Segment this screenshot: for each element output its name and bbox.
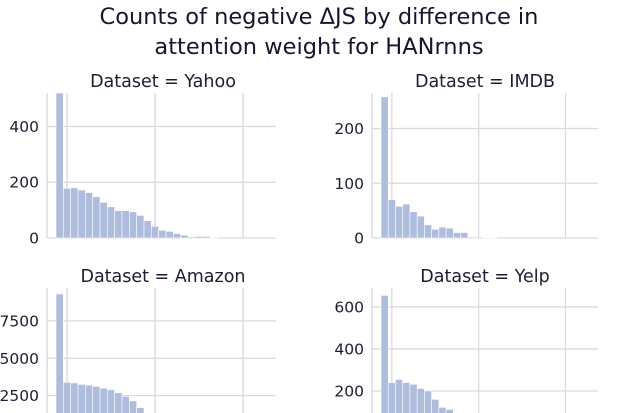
histogram-bar — [474, 236, 483, 239]
histogram-bar — [129, 211, 137, 239]
figure-title-line-2: attention weight for HANrnns — [154, 34, 483, 60]
panel-title: Dataset = IMDB — [415, 72, 555, 92]
y-tick-label: 5000 — [0, 350, 39, 368]
histogram-bar — [402, 203, 411, 239]
histogram-bar — [143, 220, 152, 239]
panel-yelp: Dataset = Yelp 200 400 600 — [334, 267, 598, 413]
histogram-bar — [395, 379, 404, 413]
panel-yahoo: Dataset = Yahoo 0 200 400 — [9, 72, 276, 248]
y-tick-label: 200 — [334, 120, 364, 138]
histogram-bar — [151, 225, 159, 239]
histogram-bar — [99, 202, 108, 239]
histogram-bar — [467, 236, 476, 239]
histogram-bar — [85, 192, 93, 239]
histogram-bar — [489, 237, 498, 239]
histogram-bar — [380, 295, 389, 413]
histogram-bar — [387, 382, 396, 413]
histogram-bar — [70, 187, 79, 239]
histogram-bar — [195, 236, 203, 239]
histogram-bar — [77, 384, 86, 413]
y-tick-label: 0 — [354, 230, 364, 248]
histogram-bar — [380, 96, 389, 239]
histogram-bar — [165, 231, 174, 239]
histogram-bar — [158, 229, 167, 239]
histogram-bar — [136, 407, 145, 413]
histogram-bar — [55, 293, 64, 413]
histogram-bar — [424, 224, 432, 239]
y-tick-label: 100 — [334, 175, 364, 193]
histogram-bar — [187, 236, 196, 239]
histogram-bar — [409, 211, 418, 239]
histogram-bar — [402, 382, 411, 413]
histogram-bar — [481, 237, 490, 239]
histogram-bar — [92, 386, 101, 413]
histogram-bar — [114, 392, 123, 413]
panel-title: Dataset = Yelp — [420, 267, 549, 287]
histogram-bar — [63, 188, 71, 239]
histogram-bar — [99, 387, 108, 413]
y-tick-label: 200 — [9, 174, 39, 192]
histogram-bar — [209, 237, 218, 239]
histogram-bar — [438, 226, 447, 239]
panel-imdb: Dataset = IMDB 0 100 200 — [334, 72, 598, 248]
histogram-bar — [387, 199, 396, 239]
histogram-bar — [416, 388, 425, 413]
y-tick-label: 7500 — [0, 312, 39, 330]
y-tick-label: 0 — [29, 230, 39, 248]
histogram-bar — [114, 210, 123, 239]
y-tick-label: 600 — [334, 298, 364, 316]
histogram-bar — [424, 390, 432, 413]
histogram-bar — [202, 236, 211, 239]
histogram-bar — [121, 396, 130, 413]
histogram-bar — [136, 215, 145, 239]
histogram-bar — [85, 384, 93, 413]
histogram-bar — [445, 409, 454, 413]
histogram-bar — [445, 227, 454, 239]
y-tick-label: 400 — [334, 340, 364, 358]
histogram-bar — [180, 234, 189, 239]
histogram-bar — [395, 205, 404, 239]
histogram-bar — [77, 189, 86, 239]
histogram-bar — [460, 232, 469, 239]
histogram-bar — [107, 206, 115, 239]
panel-title: Dataset = Yahoo — [90, 72, 236, 92]
histogram-bar — [173, 233, 181, 239]
histogram-bar — [431, 399, 440, 413]
histogram-bar — [92, 196, 101, 239]
y-tick-label: 200 — [334, 382, 364, 400]
histogram-bar — [70, 382, 79, 413]
panel-title: Dataset = Amazon — [80, 267, 245, 287]
y-tick-label: 400 — [9, 118, 39, 136]
histogram-bar — [438, 407, 447, 413]
histogram-bar — [129, 400, 137, 413]
histogram-bar — [453, 232, 461, 239]
histogram-bar — [431, 228, 440, 239]
histogram-bar — [55, 92, 64, 239]
histogram-bar — [107, 389, 115, 413]
panel-amazon: Dataset = Amazon 2500 5000 7500 — [0, 267, 276, 413]
histogram-bar — [416, 215, 425, 239]
histogram-bar — [63, 381, 71, 413]
histogram-bar — [409, 383, 418, 413]
histogram-bar — [121, 210, 130, 239]
y-tick-label: 2500 — [0, 387, 39, 405]
figure-title-line-1: Counts of negative ΔJS by difference in — [100, 4, 539, 30]
